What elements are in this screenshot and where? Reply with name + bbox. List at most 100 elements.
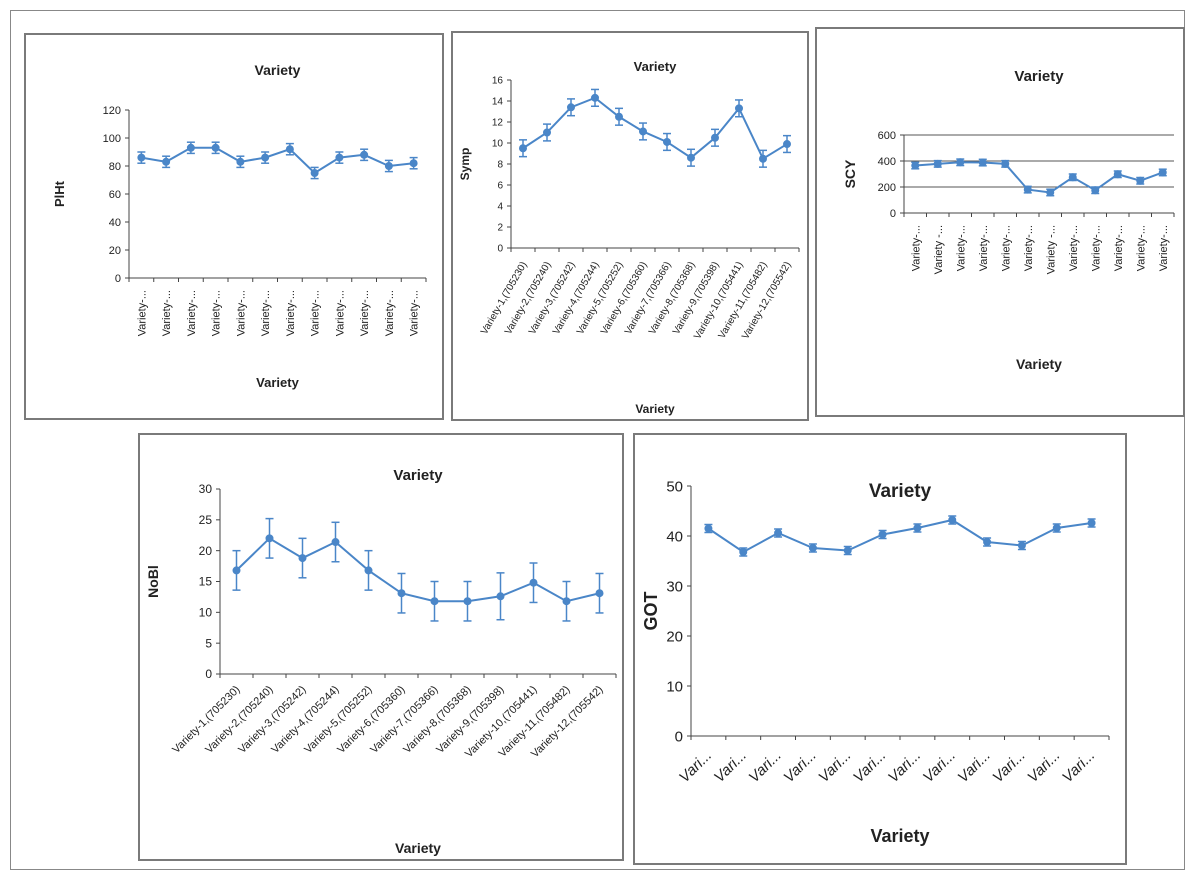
y-tick-label: 10	[492, 139, 504, 150]
data-point	[913, 524, 922, 532]
data-point	[911, 161, 920, 170]
y-tick-label: 0	[675, 728, 683, 745]
chart-title: Variety	[634, 59, 677, 74]
chart-symptoms: Variety 0 2 4 6 8 10 12 14 16 Variety-1,(705230) Va…	[451, 31, 809, 421]
data-point	[397, 589, 406, 598]
data-point	[759, 154, 767, 163]
y-tick-label: 0	[115, 273, 121, 285]
data-point	[543, 128, 551, 137]
y-tick-label: 0	[497, 244, 503, 255]
chart-title: Variety	[1014, 68, 1064, 85]
data-point	[878, 530, 887, 539]
x-tick-label: Variety-...	[1068, 225, 1080, 271]
data-point	[236, 157, 245, 166]
y-tick-label: 16	[492, 76, 504, 87]
x-axis-label: Variety	[870, 826, 929, 846]
y-tick-label: 12	[492, 118, 504, 129]
data-point	[783, 140, 791, 149]
chart-svg: Variety 0 200 400 600 Variety-... Variety -...…	[842, 68, 1175, 372]
y-tick-label: 60	[109, 189, 121, 201]
y-tick-label: 5	[205, 636, 212, 650]
data-point	[211, 143, 220, 152]
chart-svg: Variety051015202530Variety-1,(705230)Var…	[145, 467, 617, 856]
series-line	[522, 96, 788, 161]
y-tick-label: 100	[103, 133, 121, 145]
x-tick-label: Vari...	[1024, 747, 1063, 786]
y-tick-label: 10	[666, 678, 683, 695]
data-point	[933, 159, 942, 168]
chart-svg: Variety 0 20 40 60 80 100 120 Variety-... Variety…	[52, 62, 427, 390]
y-axis-label: GOT	[641, 591, 661, 630]
data-point	[704, 524, 713, 533]
data-point	[1017, 541, 1026, 550]
x-axis-label: Variety	[635, 402, 675, 416]
data-point	[232, 566, 241, 575]
data-point	[430, 597, 439, 606]
data-point	[1113, 170, 1122, 179]
y-tick-label: 0	[890, 208, 896, 220]
data-point	[265, 534, 274, 543]
series-line	[707, 518, 1092, 554]
x-tick-label: Variety-...	[186, 290, 198, 336]
data-point	[1023, 185, 1032, 194]
x-tick-label: Variety-...	[409, 290, 421, 336]
y-tick-label: 40	[109, 217, 121, 229]
data-point	[186, 143, 195, 152]
chart-plant-height: Variety 0 20 40 60 80 100 120 Variety-... Variety…	[24, 33, 444, 420]
data-point	[496, 592, 505, 601]
data-point	[808, 544, 817, 552]
y-tick-label: 6	[497, 181, 503, 192]
chart-title: Variety	[255, 62, 301, 78]
x-axis-label: Variety	[1016, 356, 1062, 372]
x-tick-label: Variety-...	[978, 225, 990, 271]
data-point	[137, 153, 146, 162]
y-tick-label: 4	[497, 202, 503, 213]
data-point	[529, 578, 538, 587]
data-point	[711, 133, 719, 142]
data-point	[1046, 188, 1055, 197]
series-line	[915, 161, 1164, 194]
y-tick-label: 120	[103, 105, 121, 117]
data-point	[1001, 159, 1010, 168]
x-tick-label: Variety-...	[910, 225, 922, 271]
data-point	[519, 144, 527, 153]
y-axis-label: SCY	[842, 159, 858, 188]
x-tick-label: Variety-...	[1158, 225, 1170, 271]
data-point	[261, 153, 270, 162]
y-axis-label: Symp	[458, 148, 472, 181]
data-point	[562, 597, 571, 606]
data-point	[615, 112, 623, 121]
x-tick-label: Variety-...	[1000, 225, 1012, 271]
chart-scy: Variety 0 200 400 600 Variety-... Variety -...…	[815, 27, 1185, 417]
data-point	[384, 162, 393, 170]
y-tick-label: 10	[199, 606, 213, 620]
chart-svg: Variety01020304050Vari...Vari...Vari...V…	[641, 478, 1110, 846]
x-tick-label: Vari...	[780, 747, 819, 786]
y-tick-label: 20	[109, 245, 121, 257]
data-point	[285, 145, 294, 154]
data-point	[335, 153, 344, 162]
y-tick-label: 20	[666, 628, 683, 645]
x-tick-label: Variety-...	[136, 290, 148, 336]
x-tick-label: Vari...	[955, 747, 994, 786]
data-point	[956, 158, 965, 167]
x-tick-label: Vari...	[1059, 747, 1098, 786]
y-axis-label: NoBl	[145, 565, 161, 598]
chart-title: Variety	[393, 467, 443, 484]
x-tick-label: Variety-...	[310, 290, 322, 336]
data-point	[978, 158, 987, 167]
x-axis-label: Variety	[395, 840, 441, 856]
x-tick-label: Vari...	[885, 747, 924, 786]
data-point	[1068, 173, 1077, 182]
x-tick-label: Variety -...	[1045, 225, 1057, 274]
data-point	[591, 93, 599, 102]
x-axis-label: Variety	[256, 375, 299, 390]
data-point	[639, 127, 647, 136]
data-point	[983, 538, 992, 546]
data-point	[663, 137, 671, 146]
y-tick-label: 30	[199, 482, 213, 496]
x-tick-label: Variety-...	[260, 290, 272, 336]
y-tick-label: 400	[878, 156, 896, 168]
data-point	[331, 538, 340, 547]
x-tick-label: Vari...	[815, 747, 854, 786]
